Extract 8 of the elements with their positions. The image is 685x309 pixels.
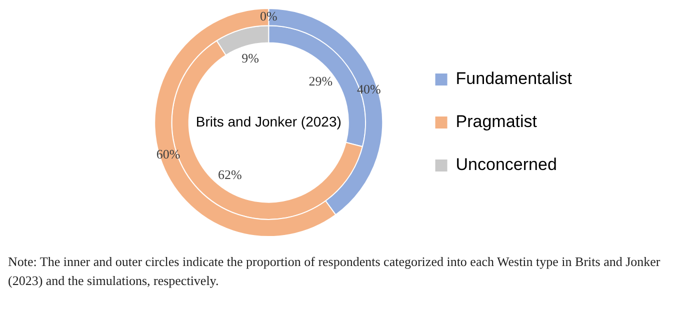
- legend-label: Fundamentalist: [456, 69, 572, 88]
- text: Note: The inner and outer circles indicate the proportion of respondents categorized into each Westin type in Brits and Jonker (2023) and the simulations, respectively.: [8, 253, 662, 290]
- data-label: 9%: [242, 50, 260, 66]
- data-label: 29%: [308, 74, 333, 89]
- legend-label: Pragmatist: [456, 112, 538, 132]
- slice-label: Brits and Jonker (2023): [196, 113, 342, 130]
- legend-label: Unconcerned: [456, 155, 557, 174]
- data-label: 62%: [218, 167, 242, 182]
